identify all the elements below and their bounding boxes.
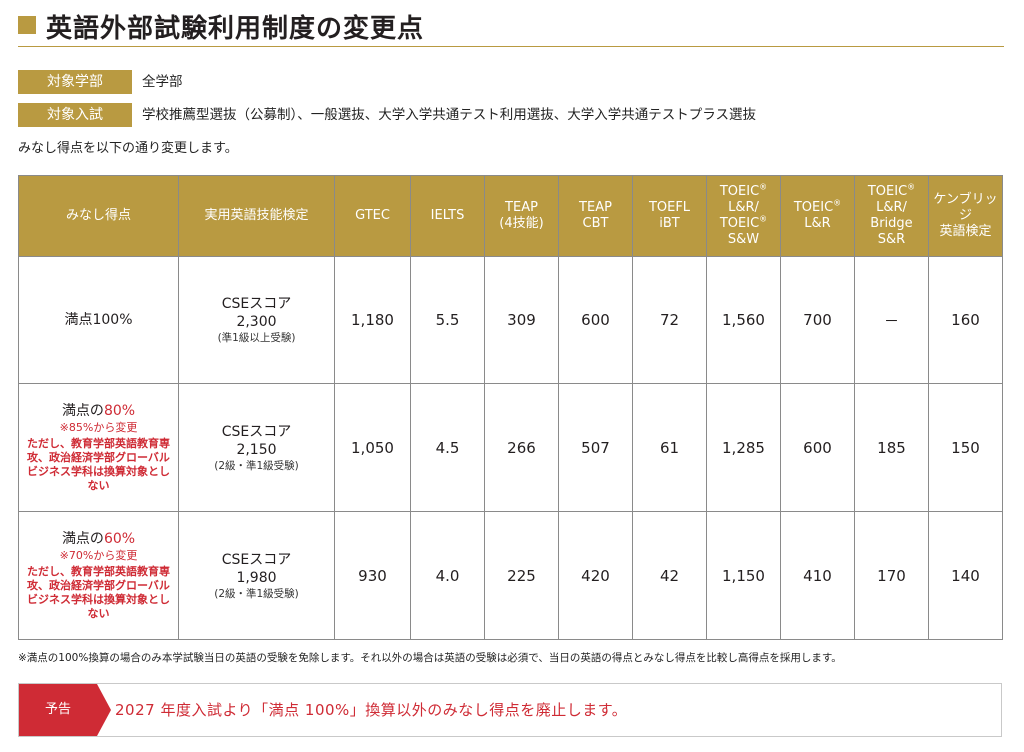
- toeic-bridge-cell: 185: [854, 383, 929, 512]
- notice-text: 2027 年度入試より「満点 100%」換算以外のみなし得点を廃止します。: [115, 701, 628, 719]
- gtec-cell: 1,180: [334, 256, 411, 384]
- target-faculty-value: 全学部: [142, 74, 183, 90]
- table-row: 満点の80% ※85%から変更 ただし、教育学部英語教育専攻、政治経済学部グロー…: [18, 383, 1003, 512]
- page-title: 英語外部試験利用制度の変更点: [46, 14, 425, 44]
- header-toefl-ibt: TOEFL iBT: [632, 175, 707, 257]
- header-ielts: IELTS: [410, 175, 485, 257]
- header-deemed-score: みなし得点: [18, 175, 179, 257]
- toeic-bridge-cell: 170: [854, 511, 929, 640]
- header-toeic-lr-sw: TOEIC® L&R/TOEIC® S&W: [706, 175, 781, 257]
- toeic-bridge-cell: －: [854, 256, 929, 384]
- teap-cell: 225: [484, 511, 559, 640]
- eiken-cell: CSEスコア 2,300 (準1級以上受験): [178, 256, 335, 384]
- target-exam-label: 対象入試: [18, 103, 132, 127]
- change-note: ※85%から変更: [59, 421, 138, 434]
- deemed-score-cell: 満点100%: [18, 256, 179, 384]
- teap-cbt-cell: 420: [558, 511, 633, 640]
- cambridge-cell: 150: [928, 383, 1003, 512]
- ielts-cell: 4.0: [410, 511, 485, 640]
- teap-cell: 266: [484, 383, 559, 512]
- page-header: 英語外部試験利用制度の変更点: [18, 4, 1004, 47]
- deemed-score-cell: 満点の80% ※85%から変更 ただし、教育学部英語教育専攻、政治経済学部グロー…: [18, 383, 179, 512]
- exclusion-note: ただし、教育学部英語教育専攻、政治経済学部グローバルビジネス学科は換算対象としな…: [27, 565, 170, 620]
- toeic-lr-cell: 700: [780, 256, 855, 384]
- cambridge-cell: 140: [928, 511, 1003, 640]
- toefl-cell: 61: [632, 383, 707, 512]
- toeic-lr-sw-cell: 1,560: [706, 256, 781, 384]
- footnote: ※満点の100%換算の場合のみ本学試験当日の英語の受験を免除します。それ以外の場…: [18, 652, 842, 664]
- teap-cbt-cell: 507: [558, 383, 633, 512]
- cambridge-cell: 160: [928, 256, 1003, 384]
- header-gtec: GTEC: [334, 175, 411, 257]
- teap-cell: 309: [484, 256, 559, 384]
- score-conversion-table: みなし得点 実用英語技能検定 GTEC IELTS TEAP (4技能) TEAP…: [18, 175, 1003, 640]
- gtec-cell: 930: [334, 511, 411, 640]
- toeic-lr-sw-cell: 1,150: [706, 511, 781, 640]
- toeic-lr-sw-cell: 1,285: [706, 383, 781, 512]
- header-eiken: 実用英語技能検定: [178, 175, 335, 257]
- ielts-cell: 5.5: [410, 256, 485, 384]
- toefl-cell: 72: [632, 256, 707, 384]
- table-row: 満点の60% ※70%から変更 ただし、教育学部英語教育専攻、政治経済学部グロー…: [18, 511, 1003, 640]
- header-teap: TEAP (4技能): [484, 175, 559, 257]
- notice-banner: 予告 2027 年度入試より「満点 100%」換算以外のみなし得点を廃止します。: [18, 683, 1002, 737]
- gtec-cell: 1,050: [334, 383, 411, 512]
- header-toeic-bridge: TOEIC® L&R/Bridge S&R: [854, 175, 929, 257]
- header-toeic-lr: TOEIC® L&R: [780, 175, 855, 257]
- title-square-marker: [18, 16, 36, 34]
- exclusion-note: ただし、教育学部英語教育専攻、政治経済学部グローバルビジネス学科は換算対象としな…: [27, 437, 170, 492]
- table-row: 満点100% CSEスコア 2,300 (準1級以上受験) 1,180 5.5 …: [18, 256, 1003, 384]
- table-header-row: みなし得点 実用英語技能検定 GTEC IELTS TEAP (4技能) TEAP…: [18, 175, 1003, 257]
- header-teap-cbt: TEAP CBT: [558, 175, 633, 257]
- target-faculty-label: 対象学部: [18, 70, 132, 94]
- target-exam-value: 学校推薦型選抜（公募制）、一般選抜、大学入学共通テスト利用選抜、大学入学共通テス…: [142, 107, 756, 123]
- eiken-cell: CSEスコア 2,150 (2級・準1級受験): [178, 383, 335, 512]
- header-cambridge: ケンブリッジ 英語検定: [928, 175, 1003, 257]
- deemed-score-cell: 満点の60% ※70%から変更 ただし、教育学部英語教育専攻、政治経済学部グロー…: [18, 511, 179, 640]
- toefl-cell: 42: [632, 511, 707, 640]
- eiken-cell: CSEスコア 1,980 (2級・準1級受験): [178, 511, 335, 640]
- toeic-lr-cell: 600: [780, 383, 855, 512]
- intro-note: みなし得点を以下の通り変更します。: [18, 141, 238, 156]
- change-note: ※70%から変更: [59, 549, 138, 562]
- teap-cbt-cell: 600: [558, 256, 633, 384]
- ielts-cell: 4.5: [410, 383, 485, 512]
- toeic-lr-cell: 410: [780, 511, 855, 640]
- notice-tag: 予告: [19, 684, 111, 736]
